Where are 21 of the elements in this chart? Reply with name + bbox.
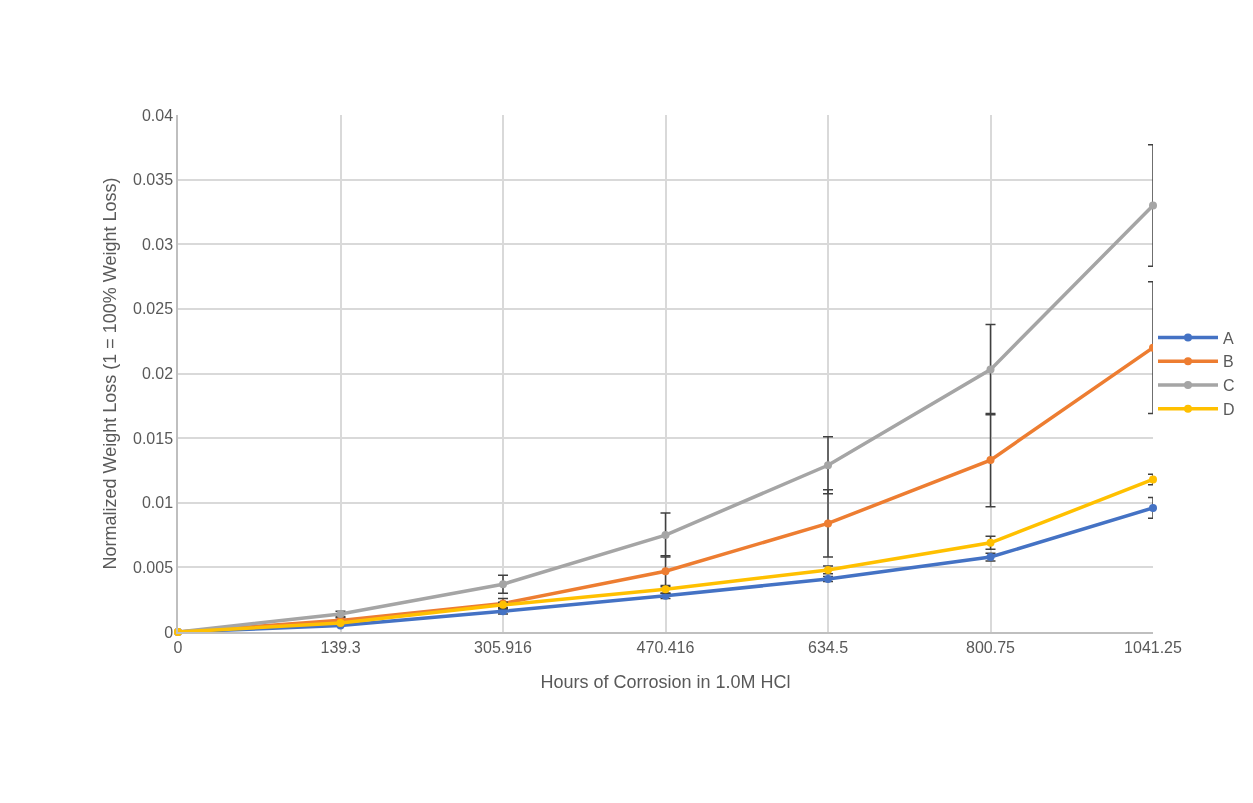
legend-label: A	[1223, 329, 1234, 347]
x-tick-label: 305.916	[474, 638, 533, 656]
y-tick-label: 0.04	[141, 106, 174, 124]
y-tick-label: 0.015	[133, 429, 174, 447]
y-tick-label: 0.02	[141, 365, 174, 383]
x-tick-label: 139.3	[320, 638, 361, 656]
x-tick-label: 1041.25	[1124, 638, 1183, 656]
y-tick-label: 0.025	[133, 300, 174, 318]
y-tick-label: 0	[164, 623, 174, 641]
x-axis-title: Hours of Corrosion in 1.0M HCl	[540, 671, 791, 692]
y-tick-label: 0.01	[141, 494, 174, 512]
legend-label: D	[1223, 401, 1235, 419]
y-tick-label: 0.03	[141, 235, 174, 253]
y-tick-label: 0.005	[133, 558, 174, 576]
y-axis-title: Normalized Weight Loss (1 = 100% Weight Loss)	[99, 177, 120, 570]
legend-label: C	[1223, 377, 1235, 395]
y-tick-label: 0.035	[133, 171, 174, 189]
legend-label: B	[1223, 353, 1234, 371]
x-tick-label: 800.75	[966, 638, 1016, 656]
x-tick-label: 470.416	[636, 638, 695, 656]
x-tick-label: 634.5	[807, 638, 849, 656]
